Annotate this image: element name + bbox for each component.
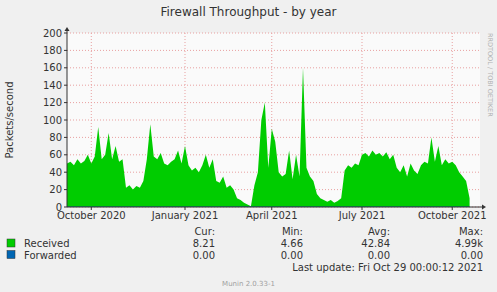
legend-swatch <box>7 251 15 259</box>
legend-label: Received <box>24 238 70 249</box>
x-tick-label: July 2021 <box>338 210 386 221</box>
y-grid-line <box>67 85 480 86</box>
legend-value: 0.00 <box>461 250 483 261</box>
y-grid-line <box>67 33 480 34</box>
y-tick-label: 200 <box>43 28 62 39</box>
y-axis-label: Packets/second <box>4 82 15 159</box>
grid: 020406080100120140160180200October 2020J… <box>43 28 487 222</box>
y-tick-label: 80 <box>49 132 62 143</box>
area-series <box>67 68 470 207</box>
chart: Firewall Throughput - by year Packets/sec… <box>0 0 497 292</box>
y-tick-label: 140 <box>43 80 62 91</box>
y-tick-label: 40 <box>49 167 62 178</box>
title: Firewall Throughput - by year <box>160 5 336 19</box>
legend-value: 0.00 <box>193 250 215 261</box>
y-tick-label: 160 <box>43 62 62 73</box>
y-axis-arrow <box>65 27 70 31</box>
y-grid-line <box>67 120 480 121</box>
y-tick-label: 100 <box>43 115 62 126</box>
x-tick-label: October 2020 <box>57 210 126 221</box>
legend-header: Max: <box>459 226 483 237</box>
legend-header: Cur: <box>194 226 215 237</box>
legend-header: Avg: <box>368 226 390 237</box>
x-tick-label: April 2021 <box>246 210 297 221</box>
legend-value: 4.66 <box>281 238 303 249</box>
x-axis-arrow <box>482 205 486 210</box>
legend-value: 42.84 <box>361 238 390 249</box>
x-tick-label: October 2021 <box>418 210 487 221</box>
legend-label: Forwarded <box>24 250 77 261</box>
legend-value: 4.99k <box>455 238 483 249</box>
plot-background <box>67 33 480 207</box>
legend: Cur: Min: Avg: Max: Received 8.21 4.66 42.84 4.9… <box>7 226 483 261</box>
legend-value: 8.21 <box>193 238 215 249</box>
y-grid-line <box>67 67 480 68</box>
y-grid-line <box>67 50 480 51</box>
y-tick-label: 180 <box>43 45 62 56</box>
background <box>0 0 497 292</box>
y-tick-label: 120 <box>43 97 62 108</box>
legend-value: 0.00 <box>281 250 303 261</box>
y-tick-label: 20 <box>49 184 62 195</box>
footer: Munin 2.0.33-1 <box>222 280 275 288</box>
legend-value: 0.00 <box>368 250 390 261</box>
data-group <box>67 68 470 207</box>
x-axis <box>67 207 483 208</box>
legend-header: Min: <box>282 226 303 237</box>
y-tick-label: 60 <box>49 149 62 160</box>
y-axis <box>67 30 68 207</box>
y-grid-line <box>67 102 480 103</box>
watermark: RRDTOOL / TOBI OETIKER <box>486 33 494 117</box>
legend-swatch <box>7 239 15 247</box>
last-update: Last update: Fri Oct 29 00:00:12 2021 <box>292 262 483 273</box>
x-tick-label: January 2021 <box>151 210 219 221</box>
